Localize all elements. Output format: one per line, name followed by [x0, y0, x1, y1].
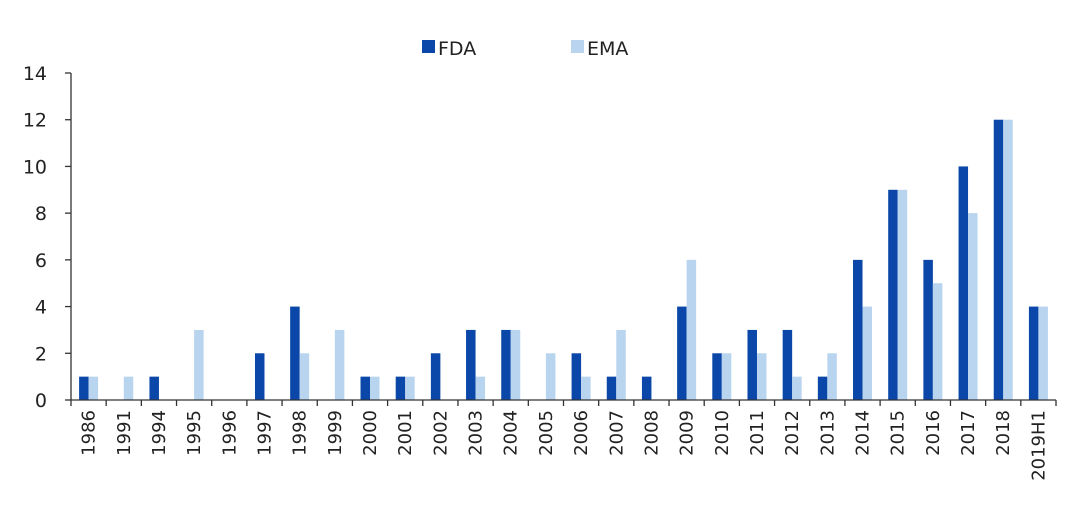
- bar-fda-2003: [466, 329, 476, 400]
- x-tick-label: 2014: [853, 410, 874, 456]
- legend-swatch: [422, 40, 435, 53]
- x-tick-label: 2018: [993, 410, 1014, 456]
- bar-ema-1995: [194, 329, 204, 400]
- bar-fda-2001: [395, 376, 406, 400]
- legend-item-fda: FDA: [422, 38, 476, 60]
- bar-ema-2009: [686, 259, 697, 400]
- bar-ema-2010: [721, 353, 732, 400]
- x-tick-label: 1996: [219, 410, 240, 456]
- bar-fda-1986: [79, 376, 89, 400]
- x-tick-label: 2006: [571, 410, 592, 456]
- bar-fda-2016: [923, 259, 933, 400]
- x-tick-label: 2000: [360, 410, 381, 456]
- series-ema: [88, 119, 1048, 400]
- x-tick-label: 1995: [184, 410, 205, 456]
- bar-fda-2015: [888, 189, 898, 400]
- y-tick-label: 12: [23, 110, 47, 132]
- legend-label: FDA: [438, 38, 476, 60]
- bar-fda-2012: [782, 329, 793, 400]
- x-tick-label: 2009: [677, 410, 698, 456]
- bar-fda-2014: [853, 259, 863, 400]
- x-axis: 1986 1991 1994 1995 1996 1997 1998 1999 2000 2001…: [70, 399, 1057, 481]
- x-tick-label: 1997: [254, 410, 275, 456]
- bar-ema-2014: [862, 306, 873, 400]
- x-tick-label: 1994: [149, 410, 170, 456]
- bar-ema-2012: [792, 376, 802, 400]
- bar-ema-2003: [475, 376, 486, 400]
- bar-ema-2000: [370, 376, 380, 400]
- bar-fda-1994: [149, 376, 159, 400]
- x-tick-label: 2013: [817, 410, 838, 456]
- bar-fda-2011: [747, 329, 757, 400]
- legend-label: EMA: [587, 38, 628, 60]
- series-fda: [79, 119, 1039, 400]
- bar-fda-2017: [958, 166, 969, 400]
- x-tick-label: 2016: [923, 410, 944, 456]
- x-tick-label: 2004: [501, 410, 522, 456]
- bar-ema-2019h1: [1038, 306, 1048, 400]
- bar-fda-1998: [290, 306, 300, 400]
- y-tick-label: 10: [23, 156, 47, 178]
- bar-ema-1998: [299, 353, 310, 400]
- bar-ema-2013: [827, 353, 837, 400]
- bar-ema-2016: [932, 283, 943, 400]
- bar-ema-1991: [123, 376, 134, 400]
- x-tick-label: 2002: [430, 410, 451, 456]
- x-tick-label: 2005: [536, 410, 557, 456]
- bar-ema-2005: [545, 353, 556, 400]
- bar-ema-2007: [616, 329, 626, 400]
- x-tick-label: 2010: [712, 410, 733, 456]
- bars: [79, 119, 1048, 400]
- bar-fda-2007: [606, 376, 617, 400]
- bar-fda-2002: [430, 353, 441, 400]
- x-tick-label: 2008: [641, 410, 662, 456]
- bar-ema-2018: [1003, 119, 1013, 400]
- y-tick-label: 0: [35, 390, 47, 412]
- y-tick-label: 8: [35, 203, 47, 225]
- bar-fda-2000: [360, 376, 371, 400]
- bar-ema-2015: [897, 189, 908, 400]
- bar-fda-2009: [677, 306, 687, 400]
- x-tick-label: 2011: [747, 410, 768, 456]
- x-tick-label: 1991: [114, 410, 135, 456]
- bar-fda-2006: [571, 353, 582, 400]
- x-tick-label: 2017: [958, 410, 979, 456]
- bar-ema-2001: [405, 376, 415, 400]
- x-tick-label: 1986: [79, 410, 100, 456]
- bar-ema-2011: [756, 353, 767, 400]
- legend: FDA EMA: [422, 38, 628, 60]
- bar-ema-2017: [968, 213, 978, 400]
- x-tick-label: 2012: [782, 410, 803, 456]
- y-tick-label: 4: [35, 297, 47, 319]
- bar-ema-2006: [581, 376, 591, 400]
- bar-fda-2010: [712, 353, 722, 400]
- bar-fda-2008: [641, 376, 652, 400]
- bar-fda-1997: [254, 353, 265, 400]
- x-tick-label: 2007: [606, 410, 627, 456]
- bar-ema-1999: [334, 329, 345, 400]
- x-tick-label: 2003: [466, 410, 487, 456]
- y-tick-label: 14: [23, 63, 47, 85]
- x-tick-label: 1999: [325, 410, 346, 456]
- x-tick-label: 1998: [290, 410, 311, 456]
- bar-fda-2013: [817, 376, 828, 400]
- legend-swatch: [571, 40, 584, 53]
- bar-fda-2018: [993, 119, 1004, 400]
- x-tick-label: 2019H1: [1028, 410, 1049, 481]
- bar-ema-2004: [510, 329, 521, 400]
- x-tick-label: 2001: [395, 410, 416, 456]
- bar-fda-2004: [501, 329, 511, 400]
- x-tick-label: 2015: [888, 410, 909, 456]
- y-tick-label: 2: [35, 343, 47, 365]
- legend-item-ema: EMA: [571, 38, 628, 60]
- y-tick-label: 6: [35, 250, 47, 272]
- bar-ema-1986: [88, 376, 99, 400]
- bar-fda-2019h1: [1028, 306, 1039, 400]
- y-axis: 0 2 4 6 8 10 12 14: [23, 63, 72, 412]
